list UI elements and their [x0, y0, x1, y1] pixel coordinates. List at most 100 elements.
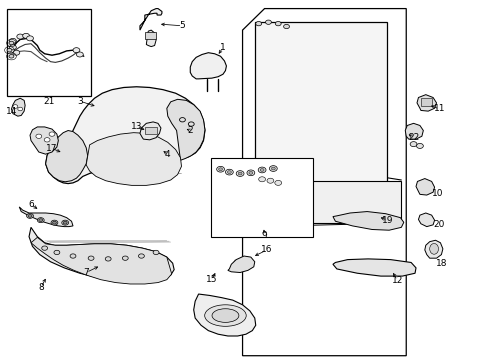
- Circle shape: [219, 168, 222, 171]
- Circle shape: [36, 134, 42, 138]
- Circle shape: [7, 48, 12, 52]
- Text: 20: 20: [434, 220, 445, 229]
- Circle shape: [13, 50, 20, 55]
- Circle shape: [13, 105, 18, 108]
- Polygon shape: [249, 181, 401, 223]
- Text: 1: 1: [220, 43, 226, 52]
- Circle shape: [44, 138, 50, 142]
- Text: 17: 17: [46, 144, 58, 153]
- Text: 2: 2: [188, 126, 193, 135]
- Circle shape: [26, 36, 33, 41]
- Polygon shape: [190, 53, 226, 79]
- Circle shape: [256, 22, 262, 26]
- Circle shape: [62, 220, 69, 225]
- Circle shape: [88, 256, 94, 260]
- Text: 4: 4: [165, 150, 171, 159]
- Polygon shape: [30, 127, 58, 154]
- Circle shape: [284, 24, 290, 29]
- Polygon shape: [11, 98, 25, 116]
- Circle shape: [18, 107, 23, 111]
- Text: 15: 15: [206, 275, 218, 284]
- Circle shape: [76, 52, 83, 57]
- Polygon shape: [333, 212, 404, 230]
- Text: 8: 8: [38, 283, 44, 292]
- Circle shape: [270, 166, 277, 171]
- Polygon shape: [140, 9, 162, 30]
- Text: 22: 22: [408, 133, 419, 142]
- Circle shape: [63, 221, 67, 224]
- Text: 3: 3: [77, 96, 83, 105]
- Circle shape: [238, 172, 242, 175]
- Bar: [145, 127, 157, 134]
- Polygon shape: [19, 207, 73, 226]
- Text: 14: 14: [6, 107, 17, 116]
- Polygon shape: [86, 133, 181, 185]
- Circle shape: [17, 34, 24, 39]
- Circle shape: [9, 39, 16, 43]
- Polygon shape: [333, 259, 416, 276]
- Circle shape: [9, 41, 14, 45]
- Polygon shape: [140, 122, 161, 140]
- Circle shape: [28, 215, 32, 217]
- Polygon shape: [405, 123, 423, 139]
- Text: 5: 5: [179, 21, 185, 30]
- Circle shape: [236, 171, 244, 176]
- Text: 12: 12: [392, 276, 403, 285]
- Circle shape: [105, 257, 111, 261]
- Ellipse shape: [188, 122, 194, 126]
- Text: 16: 16: [261, 246, 273, 255]
- Circle shape: [139, 254, 145, 258]
- Circle shape: [52, 221, 56, 224]
- Circle shape: [217, 166, 224, 172]
- Circle shape: [153, 250, 159, 255]
- Polygon shape: [29, 227, 174, 282]
- Polygon shape: [228, 256, 255, 273]
- Polygon shape: [416, 179, 435, 195]
- Circle shape: [37, 218, 44, 223]
- Circle shape: [266, 20, 271, 24]
- Circle shape: [42, 246, 48, 250]
- Text: 18: 18: [436, 259, 447, 268]
- Text: 7: 7: [83, 268, 89, 277]
- Circle shape: [9, 54, 14, 58]
- Bar: [421, 98, 432, 107]
- Circle shape: [275, 180, 282, 185]
- Polygon shape: [194, 294, 256, 336]
- Circle shape: [9, 45, 16, 50]
- Circle shape: [26, 213, 33, 219]
- Circle shape: [260, 168, 264, 171]
- Polygon shape: [425, 240, 443, 258]
- Circle shape: [225, 169, 233, 175]
- Polygon shape: [46, 131, 88, 182]
- Bar: [6, 9, 91, 96]
- Text: 6: 6: [28, 200, 34, 209]
- Circle shape: [259, 177, 266, 182]
- Polygon shape: [255, 22, 387, 184]
- Circle shape: [70, 254, 76, 258]
- Circle shape: [39, 219, 43, 222]
- Text: 10: 10: [432, 189, 444, 198]
- Ellipse shape: [179, 118, 185, 122]
- Polygon shape: [243, 9, 406, 356]
- Circle shape: [23, 33, 29, 39]
- Ellipse shape: [430, 243, 439, 254]
- Polygon shape: [147, 30, 156, 46]
- Circle shape: [416, 143, 423, 148]
- Circle shape: [54, 250, 60, 255]
- Circle shape: [49, 132, 55, 136]
- Bar: [211, 158, 314, 237]
- Bar: [145, 32, 156, 40]
- Ellipse shape: [205, 305, 246, 326]
- Text: 13: 13: [131, 122, 142, 131]
- Circle shape: [247, 170, 255, 176]
- Circle shape: [271, 167, 275, 170]
- Polygon shape: [417, 95, 437, 111]
- Circle shape: [227, 171, 231, 174]
- Text: 9: 9: [262, 231, 268, 240]
- Polygon shape: [418, 213, 435, 226]
- Polygon shape: [46, 87, 205, 184]
- Text: 19: 19: [382, 216, 393, 225]
- Circle shape: [122, 256, 128, 260]
- Text: 21: 21: [43, 97, 54, 106]
- Polygon shape: [31, 237, 172, 284]
